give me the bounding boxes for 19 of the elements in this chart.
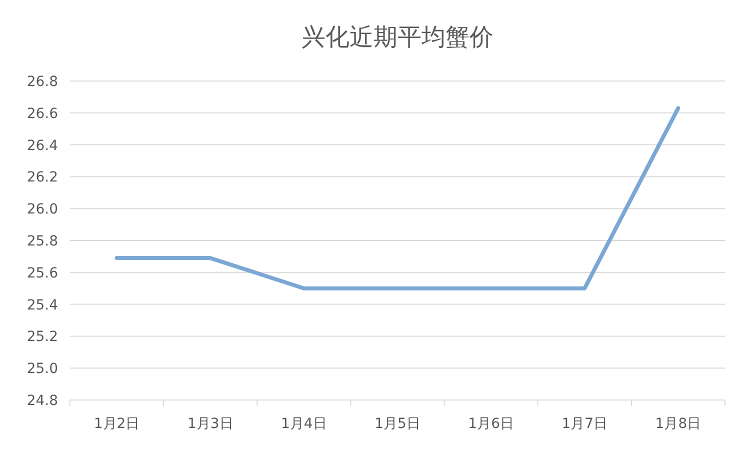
y-tick-label: 25.8 [26,234,58,250]
x-tick-label: 1月7日 [562,416,608,432]
x-tick-label: 1月4日 [281,416,327,432]
y-tick-label: 25.0 [26,361,58,378]
y-tick-label: 26.4 [26,138,58,154]
y-tick-label: 26.2 [26,170,58,186]
y-tick-label: 24.8 [26,393,58,409]
y-tick-label: 26.0 [26,202,58,218]
x-tick-label: 1月6日 [468,416,514,432]
x-tick-label: 1月3日 [187,416,234,432]
x-tick-label: 1月5日 [374,416,420,432]
chart-title: 兴化近期平均蟹价 [302,23,494,51]
y-tick-label: 25.4 [26,297,58,314]
y-tick-label: 26.8 [26,74,58,90]
x-tick-label: 1月2日 [94,416,140,432]
x-tick-label: 1月8日 [655,416,702,432]
y-tick-label: 25.6 [26,265,58,282]
y-tick-label: 26.6 [26,106,58,122]
y-tick-label: 25.2 [26,329,58,346]
